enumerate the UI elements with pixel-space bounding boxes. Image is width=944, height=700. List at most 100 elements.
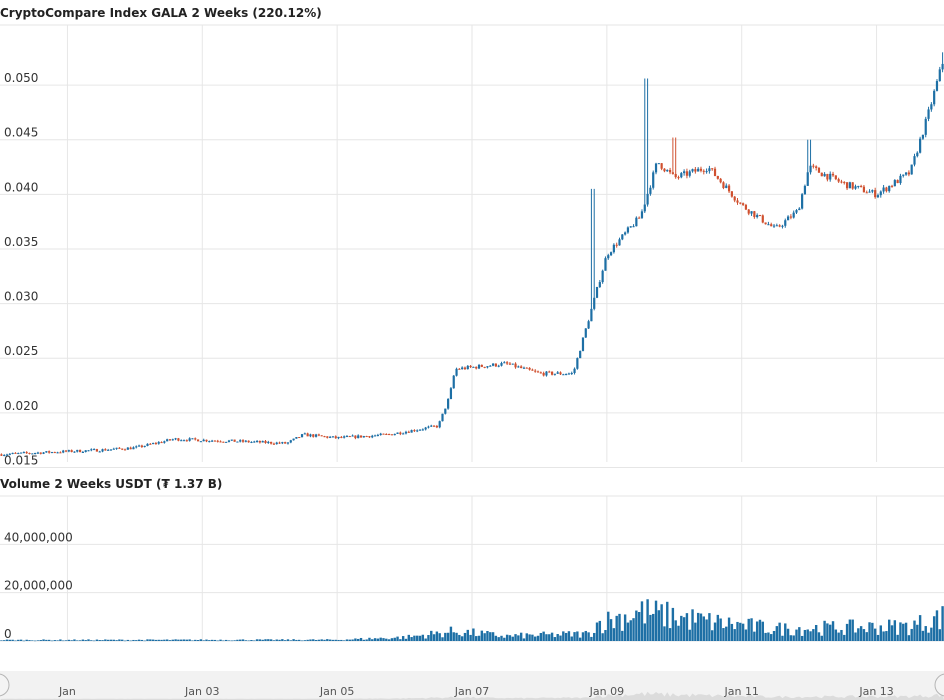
navigator-right-handle[interactable] xyxy=(934,673,944,697)
candle-body[interactable] xyxy=(772,225,776,227)
volume-bar[interactable] xyxy=(705,619,708,641)
candle-body[interactable] xyxy=(916,152,919,157)
candle-body[interactable] xyxy=(935,81,939,91)
candle-body[interactable] xyxy=(520,366,523,369)
candle-body[interactable] xyxy=(921,134,925,139)
candle-body[interactable] xyxy=(222,441,225,443)
candle-body[interactable] xyxy=(550,371,554,375)
candle-body[interactable] xyxy=(50,452,54,454)
candle-body[interactable] xyxy=(860,185,863,187)
candle-body[interactable] xyxy=(671,172,674,174)
candle-body[interactable] xyxy=(674,173,677,178)
volume-bar[interactable] xyxy=(81,639,85,641)
candle-body[interactable] xyxy=(365,436,368,438)
volume-bar[interactable] xyxy=(531,634,534,641)
candle-body[interactable] xyxy=(525,367,528,369)
candle-body[interactable] xyxy=(109,449,113,451)
volume-bar[interactable] xyxy=(924,626,927,641)
candle-body[interactable] xyxy=(194,438,197,440)
candle-body[interactable] xyxy=(652,172,655,188)
volume-bar[interactable] xyxy=(115,640,118,641)
candle-body[interactable] xyxy=(216,440,219,442)
candle-body[interactable] xyxy=(506,362,509,364)
candle-body[interactable] xyxy=(640,211,644,218)
volume-bar[interactable] xyxy=(281,639,284,641)
candle-body[interactable] xyxy=(739,202,742,204)
volume-bar[interactable] xyxy=(25,639,28,641)
candle-body[interactable] xyxy=(458,368,461,370)
volume-bar[interactable] xyxy=(455,632,458,641)
volume-bar[interactable] xyxy=(458,634,461,641)
candle-body[interactable] xyxy=(247,440,250,443)
candle-body[interactable] xyxy=(25,452,28,454)
candle-body[interactable] xyxy=(76,449,79,452)
volume-bar[interactable] xyxy=(562,631,565,641)
volume-bar[interactable] xyxy=(486,631,489,641)
volume-bar[interactable] xyxy=(255,639,259,641)
candle-body[interactable] xyxy=(188,438,191,441)
volume-bar[interactable] xyxy=(36,640,40,641)
volume-bar[interactable] xyxy=(637,612,641,641)
volume-bar[interactable] xyxy=(42,639,45,641)
volume-bar[interactable] xyxy=(567,631,571,641)
candle-body[interactable] xyxy=(477,364,481,369)
volume-bar[interactable] xyxy=(219,639,222,641)
volume-bar[interactable] xyxy=(711,630,714,641)
candle-body[interactable] xyxy=(438,421,441,428)
candle-body[interactable] xyxy=(62,450,65,453)
volume-bar[interactable] xyxy=(365,639,368,641)
candle-body[interactable] xyxy=(587,321,590,329)
candle-body[interactable] xyxy=(300,434,304,438)
candle-body[interactable] xyxy=(817,167,821,173)
volume-bar[interactable] xyxy=(222,640,225,642)
candle-body[interactable] xyxy=(503,362,506,364)
volume-bar[interactable] xyxy=(295,639,298,641)
volume-bar[interactable] xyxy=(534,636,537,641)
candle-body[interactable] xyxy=(483,366,486,368)
volume-bar[interactable] xyxy=(489,632,492,641)
candle-body[interactable] xyxy=(351,435,354,437)
candle-body[interactable] xyxy=(219,441,222,443)
candle-body[interactable] xyxy=(447,398,450,409)
candle-body[interactable] xyxy=(213,440,217,442)
volume-bar[interactable] xyxy=(95,639,99,641)
volume-bar[interactable] xyxy=(871,622,874,641)
candle-body[interactable] xyxy=(461,367,464,370)
volume-bar[interactable] xyxy=(140,639,144,641)
volume-bar[interactable] xyxy=(404,638,408,641)
candle-body[interactable] xyxy=(604,258,607,271)
volume-bar[interactable] xyxy=(618,613,621,641)
candle-body[interactable] xyxy=(343,436,346,438)
candle-body[interactable] xyxy=(584,328,587,338)
volume-bar[interactable] xyxy=(56,640,59,641)
volume-bar[interactable] xyxy=(472,628,475,641)
candle-body[interactable] xyxy=(250,441,253,443)
candle-body[interactable] xyxy=(416,430,419,432)
volume-bar[interactable] xyxy=(337,639,340,641)
volume-bar[interactable] xyxy=(848,619,852,641)
candle-body[interactable] xyxy=(48,451,51,453)
volume-bar[interactable] xyxy=(916,624,919,641)
volume-bar[interactable] xyxy=(399,639,402,641)
volume-bar[interactable] xyxy=(244,640,248,641)
volume-bar[interactable] xyxy=(859,626,863,641)
candle-body[interactable] xyxy=(3,454,6,456)
candle-body[interactable] xyxy=(152,443,155,445)
navigator-left-handle[interactable] xyxy=(0,673,10,697)
volume-bar[interactable] xyxy=(317,639,321,641)
candle-body[interactable] xyxy=(286,442,290,444)
candle-body[interactable] xyxy=(90,449,93,451)
candle-body[interactable] xyxy=(699,168,703,171)
volume-bar[interactable] xyxy=(19,639,23,641)
candle-body[interactable] xyxy=(688,171,691,176)
candle-body[interactable] xyxy=(326,436,329,438)
volume-bar[interactable] xyxy=(719,618,722,641)
volume-bar[interactable] xyxy=(817,632,821,641)
candle-body[interactable] xyxy=(595,286,599,298)
volume-bar[interactable] xyxy=(682,617,686,641)
volume-bar[interactable] xyxy=(368,637,371,641)
volume-bar[interactable] xyxy=(8,639,12,641)
volume-bar[interactable] xyxy=(668,628,672,641)
volume-bar[interactable] xyxy=(918,615,922,641)
candle-body[interactable] xyxy=(933,90,936,105)
